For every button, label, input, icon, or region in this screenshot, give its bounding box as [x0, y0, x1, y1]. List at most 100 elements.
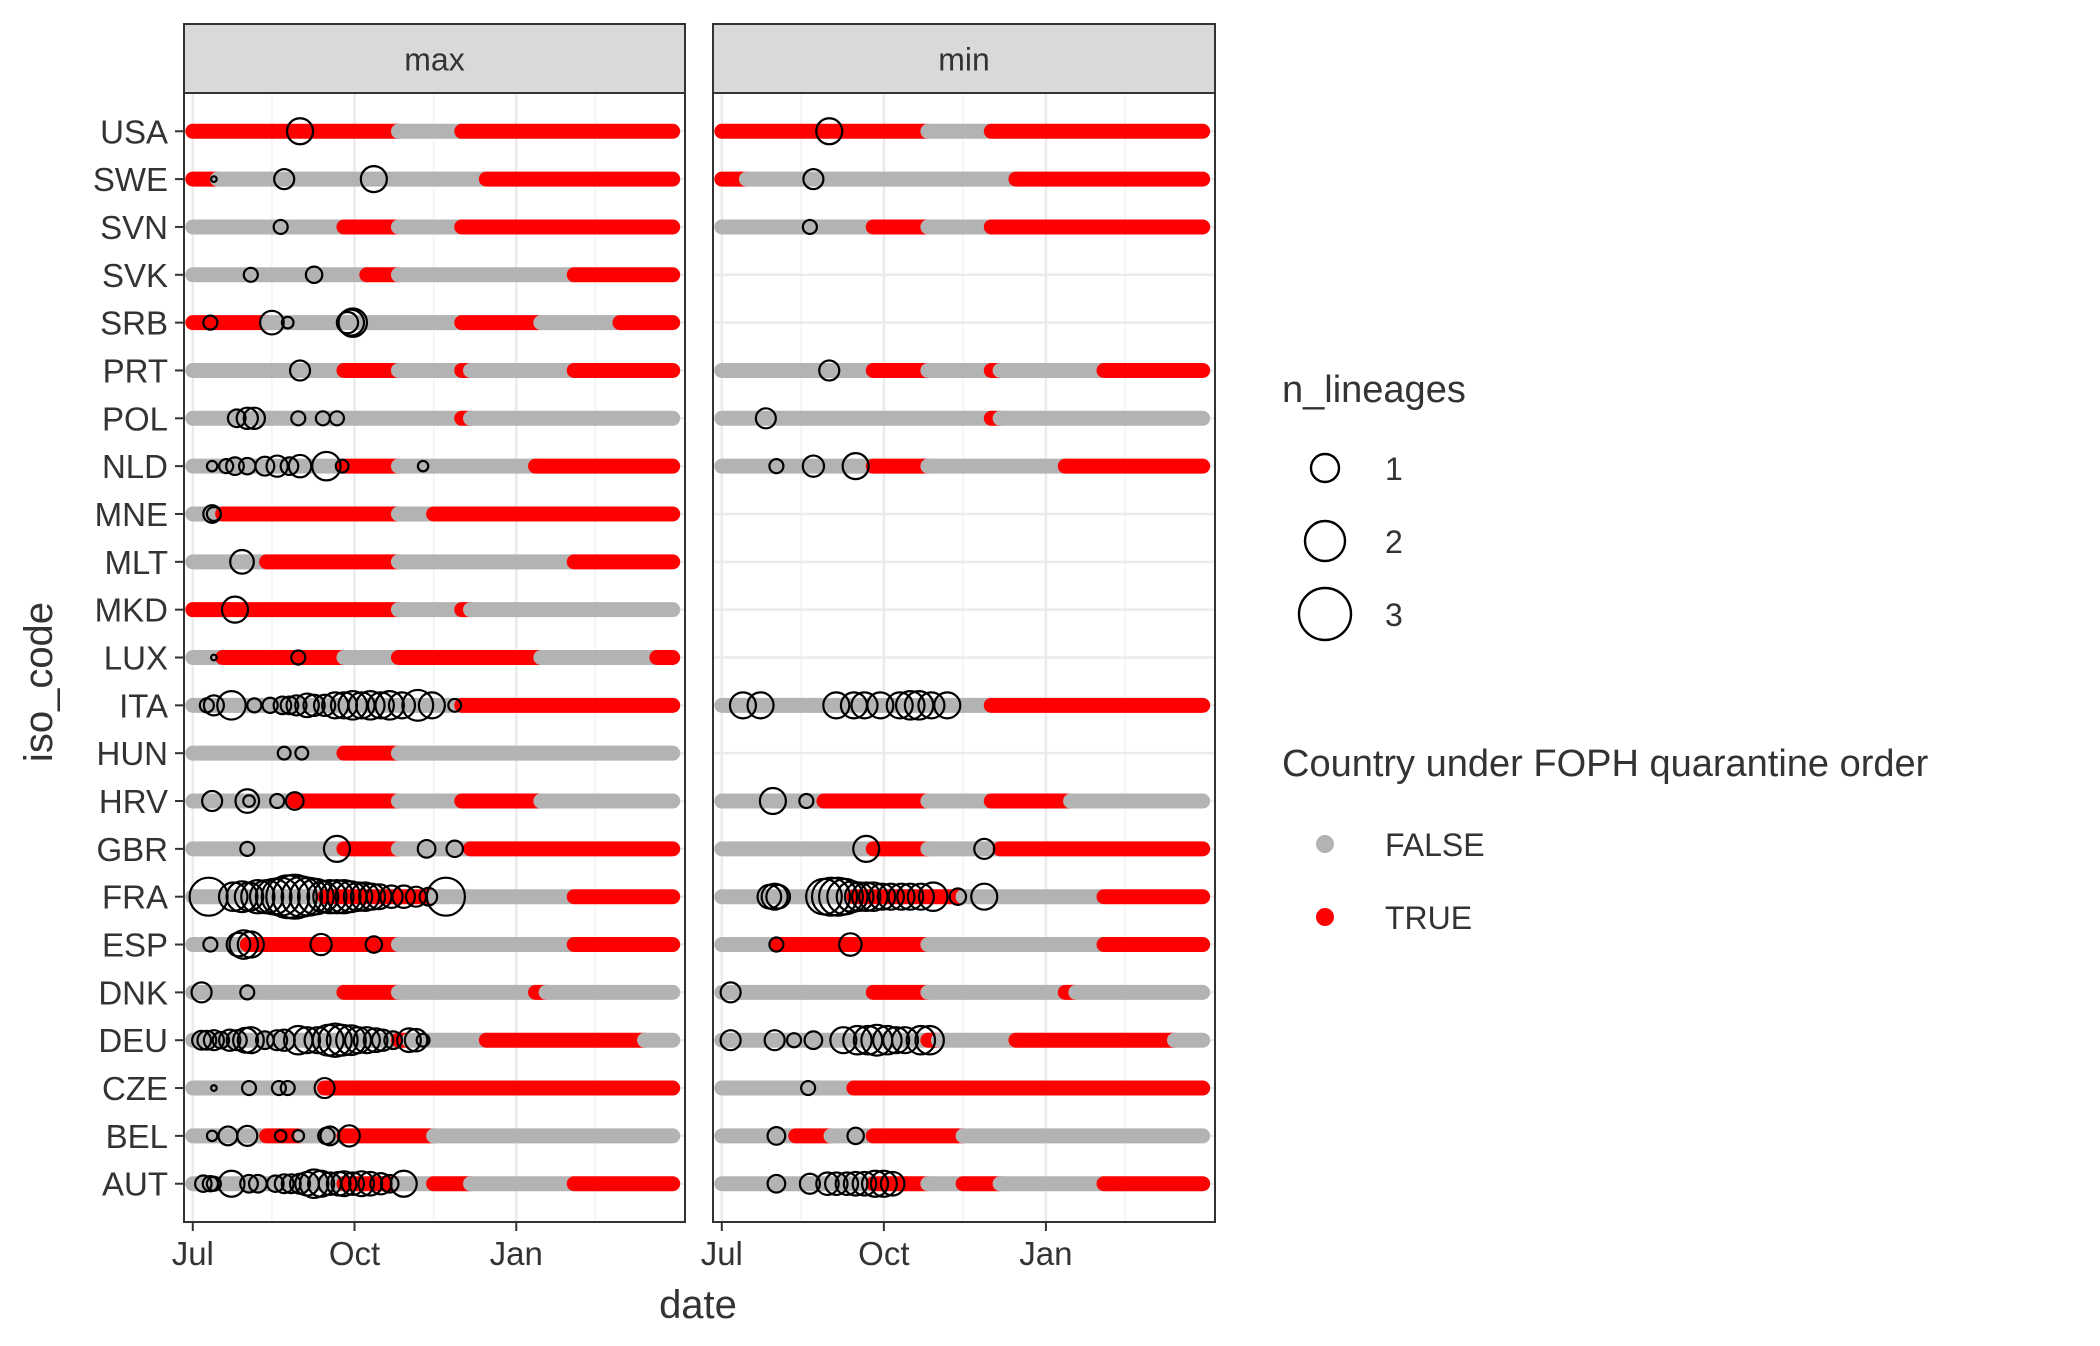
- lineage-point-fra: [240, 878, 276, 915]
- x-tick-label: Oct: [329, 1235, 380, 1272]
- lineage-point-esp: [309, 932, 333, 957]
- lineage-point-aut: [834, 1171, 860, 1197]
- lineage-point-aut: [266, 1174, 285, 1194]
- x-tick-label: Jan: [1019, 1235, 1072, 1272]
- x-axis-title: date: [659, 1283, 737, 1327]
- y-tick-label: HUN: [97, 735, 169, 772]
- legend-size-key: [1309, 452, 1341, 484]
- lineage-point-deu: [383, 1030, 404, 1051]
- lineage-point-hun: [276, 745, 292, 761]
- lineage-point-svk: [242, 266, 259, 283]
- lineage-point-fra: [391, 884, 417, 909]
- panels-layer: max Jul Oct Jan min Jul Oct Jan: [172, 23, 1216, 1272]
- y-tick-label: PRT: [103, 352, 168, 389]
- lineage-point-deu: [325, 1023, 359, 1057]
- lineage-point-ita: [246, 697, 263, 714]
- lineage-point-fra: [850, 881, 882, 912]
- lineage-point-lux: [209, 653, 218, 662]
- lineage-point-ita: [312, 693, 337, 718]
- lineage-point-deu: [317, 1022, 353, 1058]
- lineage-point-deu: [803, 1030, 824, 1051]
- lineage-point-mkd: [220, 595, 250, 624]
- lineage-point-deu: [191, 1029, 213, 1051]
- lineage-point-srb: [202, 314, 219, 331]
- lineage-point-mne: [205, 505, 222, 523]
- lineage-point-deu: [362, 1027, 389, 1054]
- x-tick-label: Jul: [172, 1235, 214, 1272]
- lineage-point-swe: [273, 168, 296, 191]
- panel-max: max Jul Oct Jan: [172, 23, 686, 1272]
- lineage-point-fra: [765, 883, 792, 910]
- lineage-point-pol: [242, 406, 267, 431]
- lineage-point-aut: [194, 1174, 213, 1194]
- lineage-point-ita: [272, 695, 293, 716]
- lineage-point-cze: [800, 1079, 817, 1097]
- lineage-point-fra: [296, 877, 335, 916]
- y-tick-label: GBR: [96, 831, 168, 868]
- lineage-point-fra: [280, 875, 324, 918]
- lineage-point-ita: [216, 690, 247, 721]
- facet-strip: [183, 23, 686, 94]
- lineage-point-lux: [290, 649, 307, 666]
- legend: n_lineages Country under FOPH quarantine…: [1282, 369, 1929, 936]
- y-tick-label: CZE: [102, 1070, 168, 1107]
- lineage-point-pol: [754, 407, 777, 430]
- lineage-point-deu: [352, 1026, 381, 1055]
- y-tick-label: LUX: [104, 640, 168, 677]
- lineage-point-ita: [746, 691, 775, 720]
- y-tick-label: FRA: [102, 879, 168, 916]
- lineage-point-fra: [379, 884, 404, 909]
- lineage-point-ita: [933, 691, 962, 720]
- y-tick-label: DEU: [98, 1022, 168, 1059]
- legend-size-label: 1: [1385, 451, 1403, 487]
- lineage-point-fra: [948, 887, 968, 906]
- lineage-point-usa: [815, 117, 844, 146]
- lineage-point-aut: [860, 1169, 890, 1198]
- legend-color-label: FALSE: [1385, 827, 1485, 863]
- lineage-point-ita: [355, 690, 386, 721]
- legend-size-title: n_lineages: [1282, 369, 1466, 411]
- lineage-point-hrv: [242, 794, 256, 808]
- lineage-point-nld: [801, 454, 826, 478]
- lineage-point-aut: [851, 1170, 878, 1197]
- lineage-point-nld: [416, 459, 430, 473]
- legend-size-label: 2: [1385, 524, 1403, 560]
- lineage-point-ita: [401, 688, 435, 722]
- lineage-point-svn: [801, 218, 818, 236]
- lineage-point-nld: [279, 456, 300, 477]
- lineage-point-deu: [292, 1026, 322, 1055]
- lineage-point-fra: [876, 882, 906, 911]
- lineage-point-nld: [225, 456, 245, 477]
- lineage-point-hun: [294, 745, 310, 761]
- lineage-point-deu: [396, 1027, 422, 1054]
- lineage-point-fra: [260, 876, 301, 917]
- lineage-point-svn: [272, 218, 289, 236]
- lineage-point-deu: [335, 1024, 367, 1057]
- lineage-point-aut: [298, 1168, 330, 1200]
- y-tick-label: SVK: [102, 257, 168, 294]
- facet-strip-label: max: [404, 42, 464, 78]
- lineage-point-cze: [270, 1079, 288, 1097]
- lineage-point-ita: [417, 691, 446, 720]
- lineage-point-bel: [205, 1129, 219, 1143]
- lineage-point-deu: [303, 1026, 332, 1055]
- lineage-point-prt: [288, 359, 312, 382]
- lineage-point-aut: [217, 1169, 246, 1198]
- lineage-point-fra: [826, 877, 865, 916]
- y-tick-label: SVN: [100, 209, 168, 246]
- lineage-point-fra: [312, 878, 348, 915]
- lineage-point-swe: [209, 175, 218, 184]
- lineage-point-deu: [829, 1026, 858, 1055]
- lineage-point-hrv: [234, 788, 261, 814]
- lineage-point-nld: [768, 458, 785, 475]
- lineage-point-nld: [254, 455, 276, 477]
- lineage-point-ita: [822, 691, 851, 720]
- lineage-point-pol: [328, 410, 346, 427]
- lineage-point-bel: [236, 1124, 259, 1147]
- lineage-point-cze: [209, 1084, 218, 1092]
- lineage-point-aut: [348, 1170, 376, 1198]
- lineage-point-hrv: [284, 791, 305, 811]
- lineage-point-esp: [768, 936, 785, 953]
- panel-min: min Jul Oct Jan: [701, 23, 1216, 1272]
